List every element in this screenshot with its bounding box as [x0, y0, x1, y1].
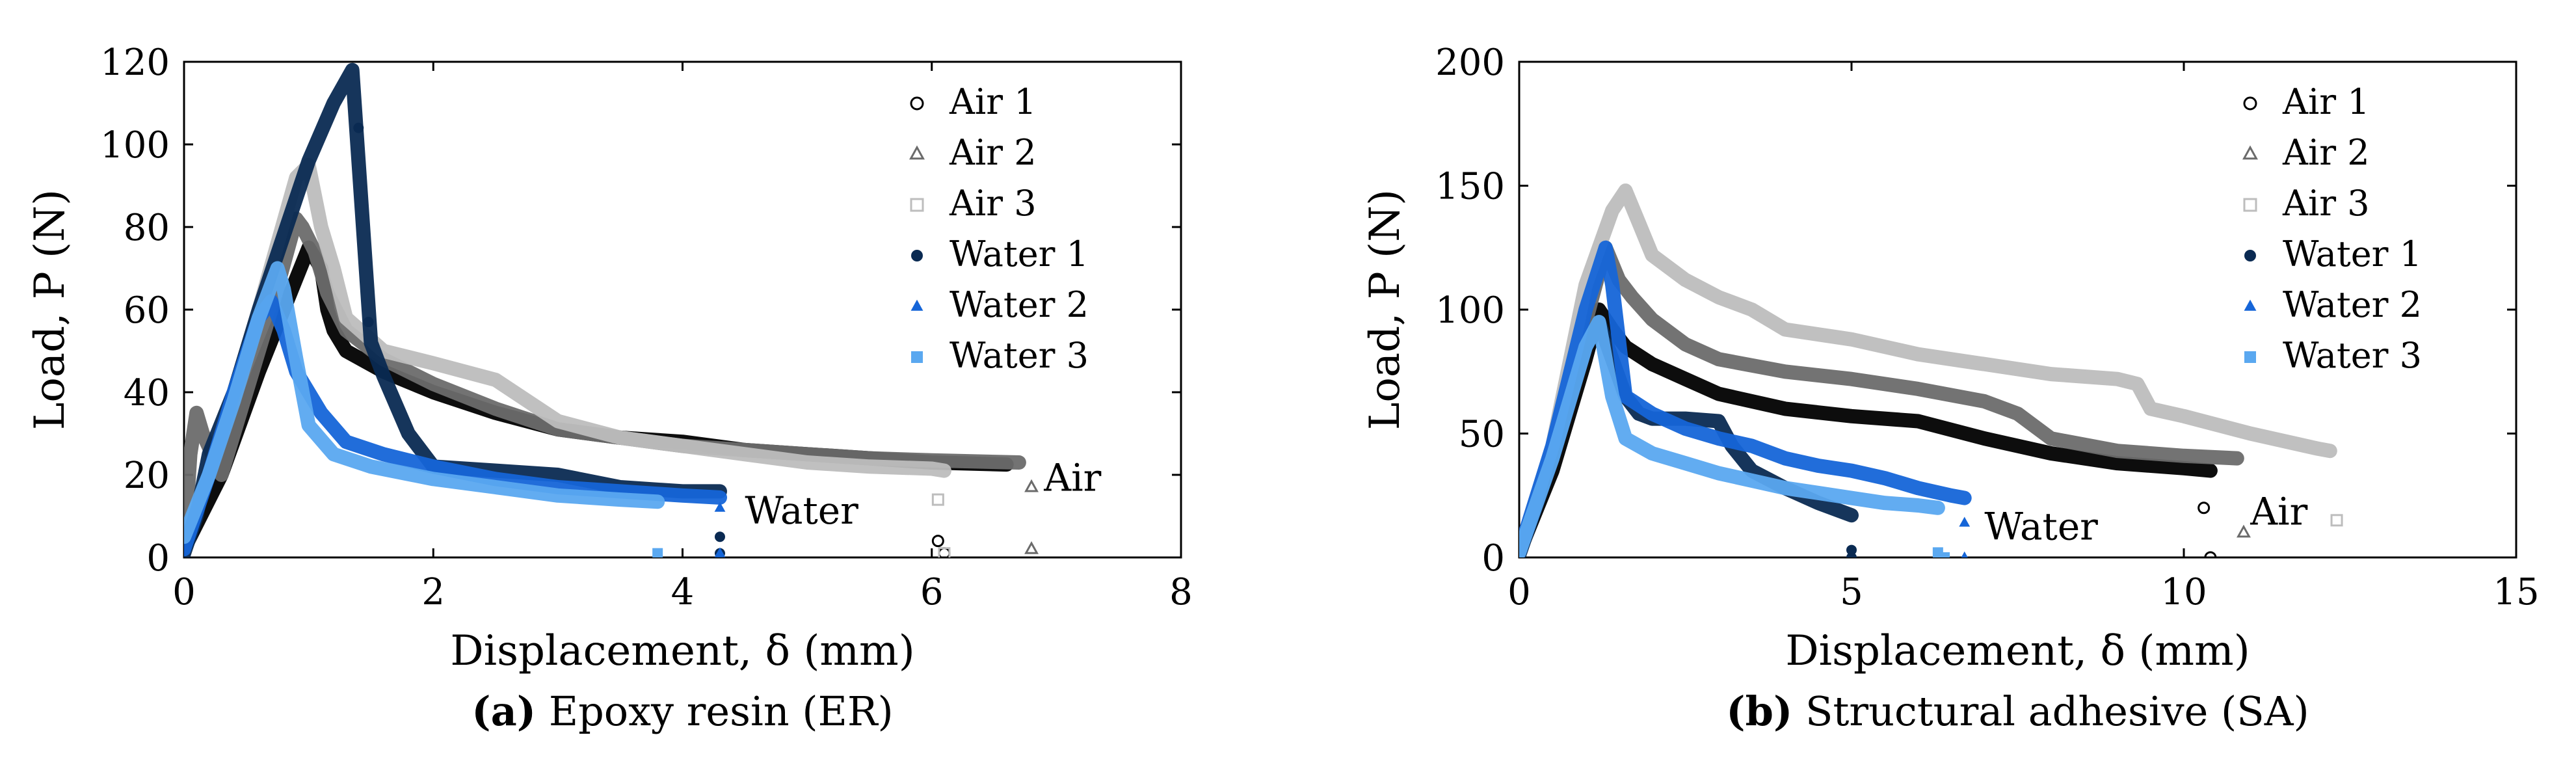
y-axis-title: Load, P (N) [26, 189, 74, 430]
legend-marker [910, 299, 923, 311]
data-point [931, 493, 944, 506]
legend-label: Water 1 [949, 234, 1089, 274]
series-group [184, 62, 1039, 557]
x-tick-label: 8 [1169, 571, 1193, 613]
x-tick-label: 4 [671, 571, 695, 613]
y-tick-label: 0 [146, 537, 170, 580]
panel-caption: (a) Epoxy resin (ER) [471, 688, 893, 735]
x-tick-label: 5 [1840, 571, 1863, 613]
annotation-water: Water [1984, 504, 2098, 548]
series-line-water-2 [1519, 240, 1972, 557]
data-point [714, 502, 726, 512]
legend-label: Air 2 [949, 132, 1037, 173]
data-point [2204, 551, 2217, 557]
data-point [2198, 502, 2211, 515]
legend-marker [2243, 96, 2257, 111]
legend-marker [909, 145, 925, 160]
series-line-air-3 [1519, 183, 2337, 557]
y-tick-label: 40 [124, 372, 170, 414]
legend-label: Water 3 [949, 335, 1089, 376]
y-axis-title: Load, P (N) [1361, 189, 1409, 430]
y-tick-label: 150 [1435, 166, 1505, 208]
legend-marker [2244, 299, 2257, 311]
legend-marker [2243, 198, 2257, 212]
data-point [1846, 552, 1857, 557]
x-axis-title: Displacement, δ (mm) [450, 627, 914, 675]
legend: Air 1 Air 2 Air 3 Water 1 Water 2 Water 3 [2242, 81, 2422, 376]
data-point [652, 548, 663, 557]
data-point [938, 547, 951, 557]
caption-label: (a) [471, 688, 536, 735]
legend-label: Air 3 [949, 183, 1037, 224]
series-line-water-3 [1519, 315, 1945, 557]
data-point [714, 531, 725, 542]
x-tick-label: 15 [2493, 571, 2539, 613]
x-tick-label: 0 [1507, 571, 1531, 613]
data-point [1846, 544, 1857, 555]
y-tick-label: 100 [100, 124, 170, 167]
legend-marker [2244, 250, 2256, 261]
y-tick-label: 20 [124, 455, 170, 497]
legend-label: Air 3 [2282, 183, 2370, 224]
legend-marker [911, 250, 923, 261]
y-tick-label: 80 [124, 207, 170, 249]
legend-marker [911, 351, 923, 363]
y-tick-label: 200 [1435, 42, 1505, 84]
legend-label: Air 2 [2282, 132, 2370, 173]
data-point [931, 535, 944, 548]
legend-marker [910, 96, 924, 111]
data-point [363, 317, 374, 328]
legend-label: Air 1 [949, 81, 1037, 122]
data-point [2330, 514, 2343, 527]
data-point [1024, 479, 1039, 492]
y-tick-label: 120 [100, 42, 170, 84]
series-group [1519, 183, 2343, 557]
annotation-air: Air [2250, 489, 2307, 533]
legend-label: Water 3 [2283, 335, 2422, 376]
y-tick-label: 100 [1435, 289, 1505, 332]
caption-label: (b) [1726, 688, 1792, 735]
x-tick-label: 0 [172, 571, 196, 613]
caption-text: Structural adhesive (SA) [1792, 688, 2309, 735]
data-point [1939, 552, 1950, 557]
annotation-water: Water [745, 488, 858, 533]
legend-label: Water 1 [2283, 234, 2422, 274]
legend-marker [2242, 145, 2258, 160]
data-point [1024, 541, 1039, 554]
series-line-water-3 [184, 261, 665, 544]
data-point [1961, 551, 1968, 557]
legend-marker [910, 198, 924, 212]
y-tick-label: 60 [124, 289, 170, 332]
data-point [2237, 524, 2251, 538]
annotation-air: Air [1043, 455, 1101, 500]
x-tick-label: 2 [421, 571, 445, 613]
y-tick-label: 0 [1481, 537, 1505, 580]
legend-marker [2244, 351, 2256, 363]
legend-label: Air 1 [2282, 81, 2370, 122]
data-point [353, 122, 364, 133]
x-tick-label: 10 [2160, 571, 2207, 613]
legend-label: Water 2 [2283, 284, 2422, 325]
panel-caption: (b) Structural adhesive (SA) [1726, 688, 2309, 735]
caption-text: Epoxy resin (ER) [536, 688, 894, 735]
x-tick-label: 6 [920, 571, 944, 613]
legend-label: Water 2 [949, 284, 1089, 325]
y-tick-label: 50 [1459, 414, 1505, 456]
x-axis-title: Displacement, δ (mm) [1785, 627, 2250, 675]
data-point [714, 547, 726, 557]
legend: Air 1 Air 2 Air 3 Water 1 Water 2 Water 3 [909, 81, 1089, 376]
data-point [1959, 516, 1971, 527]
